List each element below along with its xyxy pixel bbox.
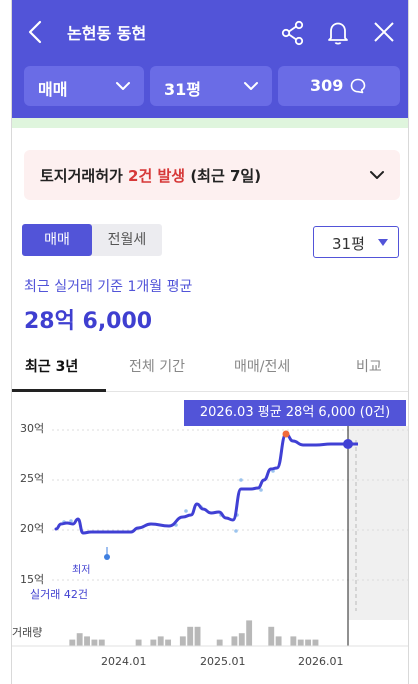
volume-bar [194,626,201,646]
volume-bar [179,636,186,646]
comments-button[interactable]: 309 [278,66,400,106]
volume-label: 거래량 [12,626,43,639]
alert-suffix: (최근 7일) [185,167,262,185]
y-tick-label: 15억 [20,573,45,586]
transaction-point [184,509,188,513]
area-label: 31평 [164,80,201,99]
volume-bar [275,636,282,646]
alert-text: 토지거래허가 2건 발생 (최근 7일) [40,165,261,186]
volume-bar [290,636,297,646]
land-permit-alert[interactable]: 토지거래허가 2건 발생 (최근 7일) [24,150,400,200]
back-arrow-icon[interactable] [24,18,48,46]
volume-bar [165,639,172,646]
transaction-point [69,519,73,523]
price-line [54,432,350,535]
volume-bar [305,639,312,646]
y-tick-label: 25억 [20,472,45,485]
size-dropdown-label: 31평 [332,235,365,253]
transaction-point [259,488,263,492]
volume-bar [216,639,223,646]
trade-type-label: 매매 [38,80,68,99]
page-title: 논현동 동현 [67,24,147,43]
chart-canvas [12,426,408,647]
top-bar: 논현동 동현 [12,0,408,60]
period-tabs: 최근 3년 전체 기간 매매/전세 비교 [12,340,408,392]
volume-bar [76,633,83,646]
caret-down-icon [378,239,388,246]
tab-all-period[interactable]: 전체 기간 [129,359,185,375]
future-region [348,426,408,620]
app-frame: 논현동 동현 매매 31평 [11,0,409,684]
volume-bar [98,639,105,646]
toggle-sale[interactable]: 매매 [22,224,92,256]
volume-bar [231,636,238,646]
chevron-down-icon [244,82,258,90]
current-point [343,439,353,449]
volume-bar [84,636,90,646]
transaction-point [234,529,238,533]
x-tick-label: 2024.01 [101,655,147,668]
tab-recent-3y[interactable]: 최근 3년 [25,359,79,375]
chevron-down-icon [116,82,130,90]
area-select[interactable]: 31평 [150,66,272,106]
average-label: 최근 실거래 기준 1개월 평균 [24,279,193,295]
header: 논현동 동현 매매 31평 [12,0,408,118]
lowest-label: 최저 [72,565,91,576]
banner-strip [12,118,408,128]
tab-sale-jeonse[interactable]: 매매/전세 [234,359,291,375]
transaction-count: 실거래 42건 [30,588,88,601]
speech-bubble-icon [350,78,366,94]
volume-bar [187,626,194,646]
lowest-marker [104,554,110,560]
chevron-down-icon [370,171,384,179]
close-icon[interactable] [372,20,396,44]
volume-bar [69,639,76,646]
chart-tooltip: 2026.03 평균 28억 6,000 (0건) [184,400,406,426]
alert-prefix: 토지거래허가 [40,167,129,185]
size-dropdown[interactable]: 31평 [313,226,399,258]
volume-bar [150,639,157,646]
trade-type-select[interactable]: 매매 [24,66,144,106]
x-tick-label: 2026.01 [298,655,344,668]
volume-bar [246,620,253,646]
volume-bar [312,639,319,646]
bell-icon[interactable] [324,18,352,46]
comments-count: 309 [310,76,344,95]
volume-bar [268,626,275,646]
toggle-rent[interactable]: 전월세 [107,232,147,248]
average-value: 28억 6,000 [24,309,153,334]
active-tab-underline [12,389,106,392]
volume-bar [135,639,142,646]
volume-bar [91,639,98,646]
volume-bar [297,639,304,646]
volume-bar [157,636,164,646]
transaction-point [239,478,243,482]
y-tick-label: 20억 [20,522,45,535]
y-tick-label: 30억 [20,422,45,435]
price-chart[interactable]: 2026.03 평균 28억 6,000 (0건) 30억 25억 20억 15… [12,396,408,684]
share-icon[interactable] [280,20,306,46]
tab-compare[interactable]: 비교 [356,359,382,375]
alert-highlight: 2건 발생 [128,167,186,185]
volume-bar [238,633,245,646]
trade-toggle: 매매 전월세 [22,224,162,256]
highest-marker [282,430,290,438]
x-tick-label: 2025.01 [200,655,246,668]
